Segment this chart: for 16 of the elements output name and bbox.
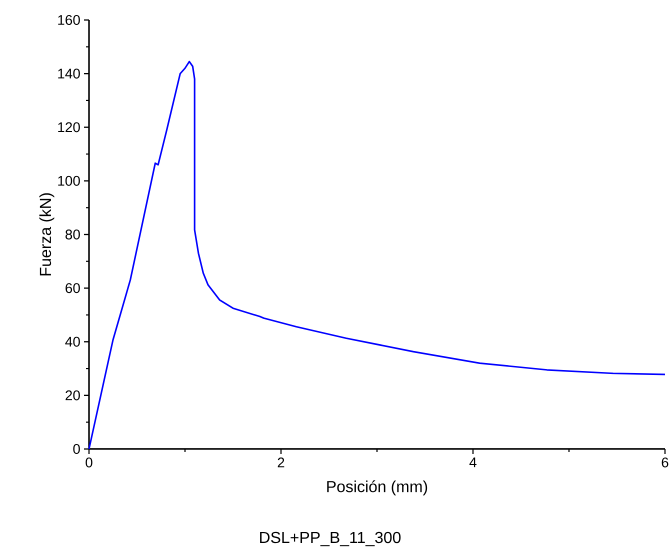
x-tick-label: 0: [86, 458, 92, 468]
x-tick-label: 4: [469, 458, 476, 468]
y-tick-label: 100: [58, 176, 80, 186]
x-tick-label: 2: [278, 458, 284, 468]
y-tick-label: 20: [66, 390, 80, 400]
y-tick-label: 40: [65, 336, 80, 347]
y-tick-label: 60: [66, 283, 80, 294]
y-tick-label: 0: [73, 444, 80, 454]
y-tick-label: 120: [58, 122, 80, 132]
text: DSL+PP_B_11_300: [260, 532, 401, 546]
y-tick-label: 140: [58, 68, 80, 79]
x-axis-title: Posición (mm): [327, 480, 428, 496]
y-axis-title: Fuerza (kN): [39, 193, 54, 276]
y-tick-label: 80: [66, 230, 80, 240]
y-tick-label: 160: [58, 15, 80, 25]
x-tick-label: 6: [662, 458, 668, 468]
